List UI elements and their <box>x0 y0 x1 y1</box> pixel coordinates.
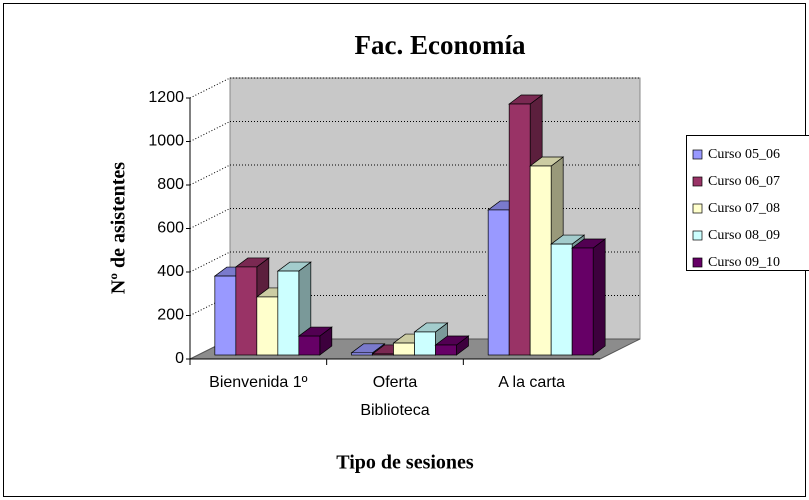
bar <box>487 209 510 356</box>
legend-box <box>686 135 809 271</box>
legend-swatch <box>692 149 703 160</box>
bar <box>256 296 279 356</box>
bar <box>529 165 552 356</box>
bar <box>508 103 531 356</box>
legend-label: Curso 06_07 <box>708 174 780 189</box>
bar <box>277 270 300 356</box>
bar <box>393 342 415 356</box>
bar <box>435 344 457 356</box>
bar <box>235 266 258 356</box>
bar-side <box>592 238 606 356</box>
legend-swatch <box>692 176 703 187</box>
x-tick-label: Oferta Biblioteca <box>360 374 430 419</box>
bar <box>372 353 394 356</box>
y-tick-label: 1200 <box>148 89 184 106</box>
bar <box>351 352 373 356</box>
bar <box>414 331 436 356</box>
chart-title: Fac. Economía <box>355 30 526 60</box>
x-tick-label: Bienvenida 1º <box>209 374 308 391</box>
y-tick-label: 1000 <box>148 133 184 150</box>
legend-swatch <box>692 257 703 268</box>
bar <box>298 335 321 356</box>
x-axis-label: Tipo de sesiones <box>336 452 474 474</box>
legend-label: Curso 07_08 <box>708 201 780 216</box>
legend-label: Curso 05_06 <box>708 147 780 162</box>
legend-label: Curso 08_09 <box>708 228 780 243</box>
bar <box>214 275 237 356</box>
x-tick-label: A la carta <box>498 374 565 391</box>
legend-swatch <box>692 230 703 241</box>
y-tick-label: 400 <box>157 263 184 280</box>
y-tick-label: 800 <box>157 176 184 193</box>
legend-label: Curso 09_10 <box>708 255 780 270</box>
y-tick-label: 0 <box>175 350 184 367</box>
bar <box>571 247 594 356</box>
y-tick-label: 200 <box>157 307 184 324</box>
y-tick-label: 600 <box>157 220 184 237</box>
bar <box>550 243 573 356</box>
legend-swatch <box>692 203 703 214</box>
y-axis-label: Nº de asistentes <box>108 162 130 294</box>
